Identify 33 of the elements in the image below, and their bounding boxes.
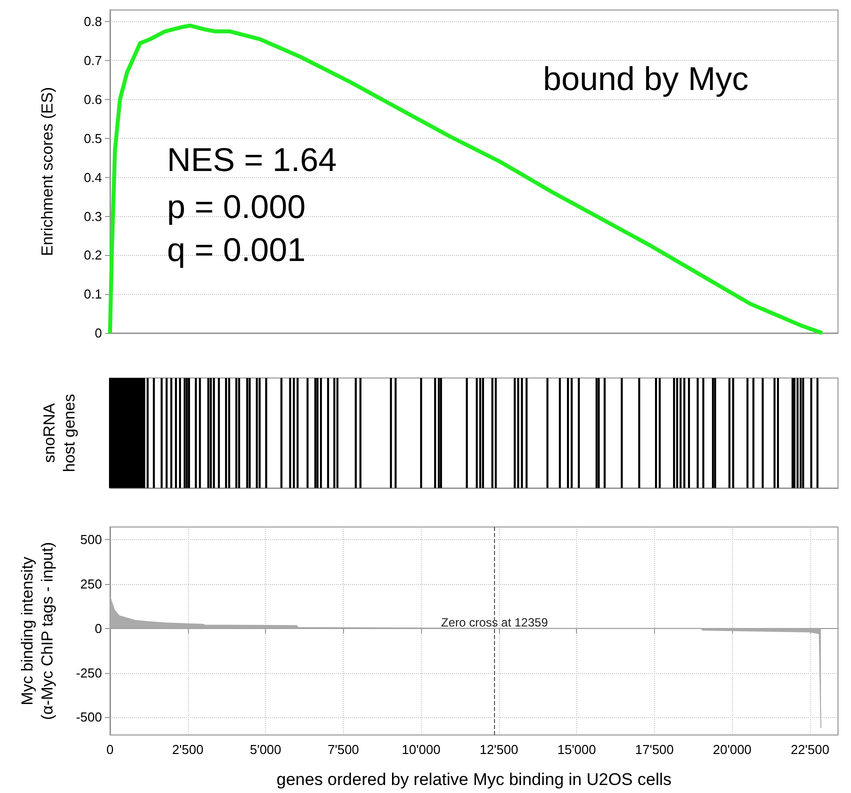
- y-tick-label: 0.7: [84, 53, 102, 68]
- annotation: bound by Myc: [543, 60, 748, 97]
- x-tick-label: 22'500: [790, 742, 830, 757]
- y-tick-label: 0.6: [84, 92, 102, 108]
- y-tick-label: 250: [80, 576, 102, 592]
- x-tick-label: 15'000: [557, 742, 596, 757]
- y-tick-label: 0.4: [84, 170, 102, 185]
- y-tick-label: -500: [76, 710, 102, 725]
- y-tick-label: 0: [94, 326, 102, 340]
- annotation: p = 0.000: [167, 188, 306, 225]
- annotation: NES = 1.64: [167, 141, 337, 178]
- y-tick-label: -250: [76, 665, 102, 680]
- x-tick-label: 17'500: [635, 742, 674, 757]
- y-axis-title: snoRNA host genes: [42, 394, 78, 472]
- x-tick-label: 10'000: [402, 742, 440, 757]
- y-axis-title: Enrichment scores (ES): [40, 87, 56, 256]
- x-tick-label: 2'500: [172, 742, 204, 757]
- y-tick-label: 0.3: [84, 208, 102, 224]
- x-tick-label: 7'500: [328, 742, 360, 757]
- x-tick-label: 5'000: [250, 742, 282, 757]
- y-tick-label: 0.2: [84, 248, 102, 263]
- ref-line-label: Zero cross at 12359: [441, 615, 548, 630]
- y-tick-label: 0: [94, 620, 102, 636]
- y-axis-title: Myc binding intensity (α-Myc ChIP tags - input): [20, 542, 56, 720]
- annotation: q = 0.001: [167, 231, 306, 268]
- y-tick-label: 0.8: [84, 14, 102, 30]
- x-tick-label: 12'500: [480, 742, 518, 757]
- y-tick-label: 0.5: [84, 130, 102, 146]
- y-tick-label: 0.1: [84, 286, 102, 302]
- x-axis-title: genes ordered by relative Myc binding in U2OS cells: [276, 770, 672, 789]
- x-tick-label: 0: [106, 742, 114, 757]
- x-tick-label: 20'000: [712, 742, 752, 757]
- y-tick-label: 500: [80, 532, 102, 547]
